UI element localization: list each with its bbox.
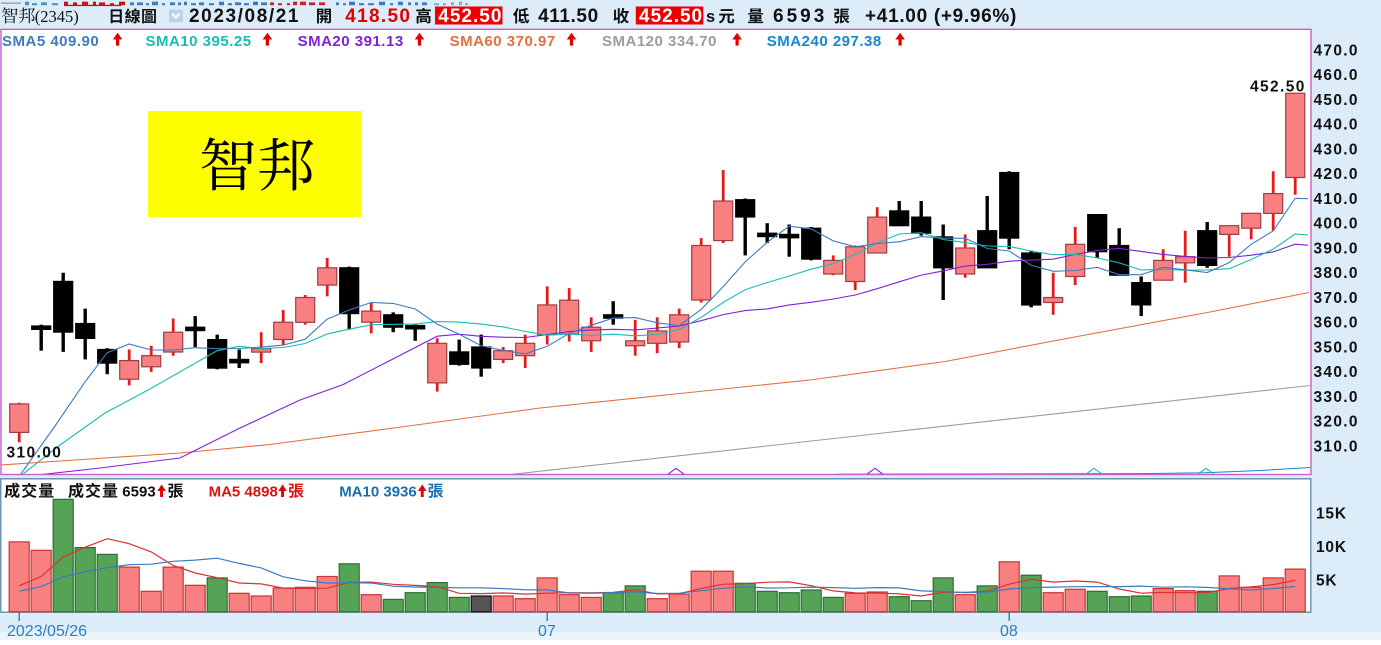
svg-text:+41.00 (+9.96%): +41.00 (+9.96%) — [865, 6, 1017, 27]
svg-text:15K: 15K — [1316, 505, 1347, 522]
svg-text:(2345): (2345) — [35, 7, 79, 26]
svg-text:430.0: 430.0 — [1314, 141, 1359, 158]
svg-text:10K: 10K — [1316, 539, 1347, 556]
svg-text:SMA60 370.97: SMA60 370.97 — [450, 33, 556, 50]
svg-text:SMA20 391.13: SMA20 391.13 — [298, 33, 404, 50]
svg-text:310.00: 310.00 — [7, 445, 63, 462]
svg-text:410.0: 410.0 — [1314, 191, 1359, 208]
svg-text:6593: 6593 — [122, 484, 155, 501]
svg-text:440.0: 440.0 — [1314, 117, 1359, 134]
svg-text:6593: 6593 — [773, 6, 827, 27]
svg-text:5K: 5K — [1316, 572, 1337, 589]
svg-text:330.0: 330.0 — [1314, 389, 1359, 406]
svg-text:460.0: 460.0 — [1314, 67, 1359, 84]
svg-text:MA5 4898: MA5 4898 — [209, 484, 278, 501]
svg-text:SMA10 395.25: SMA10 395.25 — [146, 33, 252, 50]
svg-text:390.0: 390.0 — [1314, 240, 1359, 257]
svg-text:452.50: 452.50 — [438, 6, 502, 27]
svg-text:350.0: 350.0 — [1314, 339, 1359, 356]
svg-text:411.50: 411.50 — [538, 6, 599, 27]
svg-text:SMA120 334.70: SMA120 334.70 — [602, 33, 717, 50]
svg-text:SMA5 409.90: SMA5 409.90 — [2, 33, 99, 50]
svg-text:s: s — [706, 8, 715, 26]
svg-text:418.50: 418.50 — [345, 6, 411, 27]
svg-text:450.0: 450.0 — [1314, 92, 1359, 109]
svg-text:380.0: 380.0 — [1314, 265, 1359, 282]
svg-text:2023/05/26: 2023/05/26 — [7, 623, 87, 640]
svg-text:452.50: 452.50 — [1250, 79, 1306, 96]
svg-text:310.0: 310.0 — [1314, 438, 1359, 455]
svg-text:320.0: 320.0 — [1314, 414, 1359, 431]
svg-text:2023/08/21: 2023/08/21 — [189, 6, 300, 27]
svg-text:08: 08 — [1000, 623, 1018, 640]
svg-text:340.0: 340.0 — [1314, 364, 1359, 381]
svg-text:SMA240 297.38: SMA240 297.38 — [767, 33, 882, 50]
svg-text:400.0: 400.0 — [1314, 216, 1359, 233]
svg-text:MA10 3936: MA10 3936 — [339, 484, 417, 501]
svg-text:360.0: 360.0 — [1314, 315, 1359, 332]
svg-text:370.0: 370.0 — [1314, 290, 1359, 307]
svg-text:470.0: 470.0 — [1314, 42, 1359, 59]
svg-text:420.0: 420.0 — [1314, 166, 1359, 183]
svg-text:07: 07 — [538, 623, 556, 640]
svg-text:452.50: 452.50 — [639, 6, 703, 27]
